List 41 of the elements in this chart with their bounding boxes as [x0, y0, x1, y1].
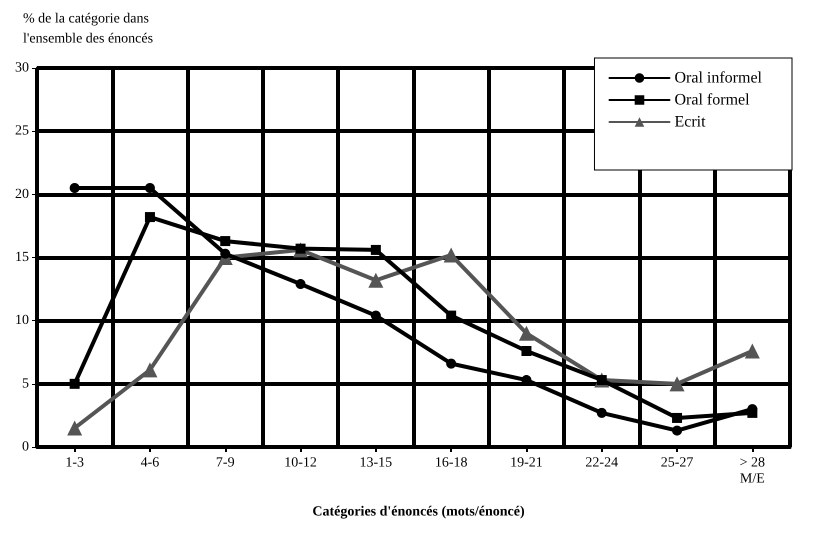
point — [220, 248, 230, 259]
point — [70, 183, 80, 194]
legend-label: Oral formel — [674, 92, 750, 108]
x-tick-label: 7-9 — [216, 456, 235, 470]
point — [672, 412, 682, 423]
point — [370, 244, 381, 255]
point — [144, 212, 155, 222]
point — [744, 343, 760, 358]
point — [368, 272, 384, 288]
point — [521, 346, 532, 356]
y-tick-label: 10 — [15, 313, 29, 328]
x-tick-label: > 28 M/E — [740, 456, 766, 486]
x-axis-title: Catégories d'énoncés (mots/énoncé) — [312, 504, 525, 520]
point — [67, 420, 82, 436]
y-tick-label: 0 — [22, 440, 29, 454]
y-tick-label: 5 — [22, 376, 29, 392]
y-tick-label: 25 — [15, 124, 29, 139]
point — [296, 279, 306, 290]
y-tick-label: 15 — [15, 250, 29, 265]
x-tick-label: 10-12 — [284, 456, 317, 470]
legend-label: Oral informel — [674, 70, 763, 86]
x-tick-label: 13-15 — [360, 456, 392, 470]
x-tick-label: 19-21 — [510, 456, 543, 470]
point — [142, 362, 158, 378]
legend-label: Ecrit — [674, 114, 706, 130]
point — [596, 408, 607, 418]
point — [70, 378, 80, 389]
point — [672, 426, 682, 436]
x-tick-label: 1-3 — [65, 456, 84, 470]
x-tick-label: 16-18 — [434, 456, 468, 470]
point — [670, 376, 685, 392]
y-axis-title: % de la catégorie dans l'ensemble des énoncés — [23, 12, 154, 46]
point — [518, 326, 534, 341]
x-tick-label: 4-6 — [140, 456, 160, 470]
point — [144, 183, 155, 194]
point — [220, 236, 230, 246]
x-tick-label: 22-24 — [585, 456, 618, 470]
y-tick-label: 30 — [15, 60, 29, 76]
x-tick-label: 25-27 — [660, 456, 694, 470]
y-tick-label: 20 — [15, 186, 29, 202]
point — [446, 358, 456, 369]
